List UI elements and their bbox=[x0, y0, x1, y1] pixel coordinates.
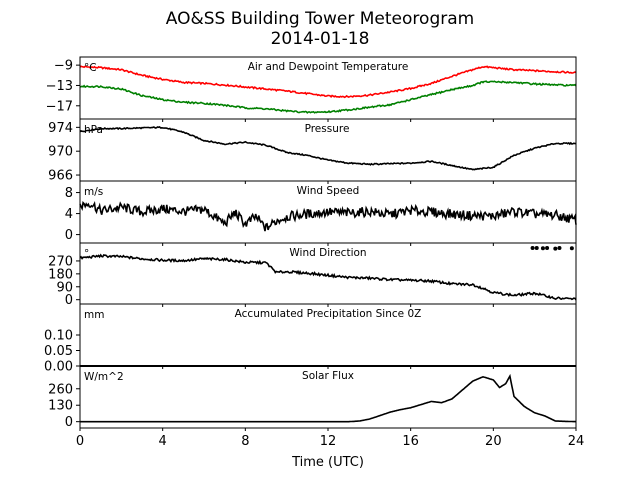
y-tick-label: 0 bbox=[65, 293, 73, 308]
figure-subtitle: 2014-01-18 bbox=[271, 29, 370, 49]
series-line bbox=[79, 125, 576, 171]
series-line bbox=[80, 373, 577, 423]
unit-label: hPa bbox=[84, 124, 103, 136]
unit-label: ° bbox=[84, 248, 89, 260]
y-tick-label: 8 bbox=[65, 186, 73, 201]
x-axis-label: Time (UTC) bbox=[291, 455, 364, 470]
data-point bbox=[545, 246, 550, 251]
y-tick-label: 0.05 bbox=[44, 344, 73, 359]
x-tick-label: 12 bbox=[320, 434, 337, 449]
series-line bbox=[79, 200, 577, 232]
series-line bbox=[79, 80, 577, 114]
series-line bbox=[79, 65, 577, 99]
y-tick-label: −9 bbox=[54, 59, 73, 74]
panel-4: 0.100.050.00 Accumulated Precipitation Si… bbox=[44, 303, 577, 375]
panel-title: Pressure bbox=[305, 123, 350, 135]
y-tick-label: 966 bbox=[48, 169, 73, 184]
y-tick-label: 4 bbox=[65, 207, 73, 222]
data-point bbox=[540, 246, 545, 251]
panels-group: −9 −13 −17 Air and Dewpoint Temperature °C 97… bbox=[44, 56, 585, 470]
data-point bbox=[553, 246, 558, 251]
y-tick-label: 970 bbox=[48, 145, 73, 160]
x-tick-label: 0 bbox=[76, 434, 84, 449]
y-tick-label: 90 bbox=[56, 280, 73, 295]
unit-label: m/s bbox=[84, 186, 103, 198]
y-tick-label: 0.10 bbox=[44, 329, 73, 344]
y-tick-label: −13 bbox=[46, 79, 73, 94]
panel-title: Air and Dewpoint Temperature bbox=[248, 61, 409, 73]
x-tick-label: 16 bbox=[402, 434, 419, 449]
x-tick-label: 24 bbox=[568, 434, 585, 449]
figure-title: AO&SS Building Tower Meteorogram bbox=[166, 9, 474, 29]
data-point bbox=[534, 246, 539, 251]
panel-1: 974 970 966 Pressure hPa bbox=[48, 118, 577, 184]
series-line bbox=[79, 253, 577, 301]
data-point bbox=[530, 246, 535, 251]
panel-title: Wind Direction bbox=[289, 247, 366, 259]
unit-label: mm bbox=[84, 309, 104, 321]
panel-title: Wind Speed bbox=[297, 185, 360, 197]
data-point bbox=[557, 246, 562, 251]
y-tick-label: 180 bbox=[48, 267, 73, 282]
y-tick-label: 0.00 bbox=[44, 360, 73, 375]
y-tick-label: 0 bbox=[65, 415, 73, 430]
y-tick-label: 0 bbox=[65, 228, 73, 243]
x-tick-label: 4 bbox=[159, 434, 167, 449]
panel-2: 8 4 0 Wind Speed m/s bbox=[65, 180, 577, 246]
unit-label: °C bbox=[84, 62, 97, 74]
x-tick-label: 20 bbox=[485, 434, 502, 449]
y-tick-label: 260 bbox=[48, 382, 73, 397]
y-tick-label: −17 bbox=[46, 99, 73, 114]
panel-0: −9 −13 −17 Air and Dewpoint Temperature °C bbox=[46, 56, 577, 122]
panel-title: Accumulated Precipitation Since 0Z bbox=[235, 308, 422, 320]
y-tick-label: 270 bbox=[48, 254, 73, 269]
y-tick-label: 974 bbox=[48, 121, 73, 136]
unit-label: W/m^2 bbox=[84, 371, 124, 383]
data-point bbox=[569, 246, 574, 251]
x-tick-label: 8 bbox=[241, 434, 249, 449]
y-tick-label: 130 bbox=[48, 399, 73, 414]
panel-title: Solar Flux bbox=[302, 370, 354, 382]
